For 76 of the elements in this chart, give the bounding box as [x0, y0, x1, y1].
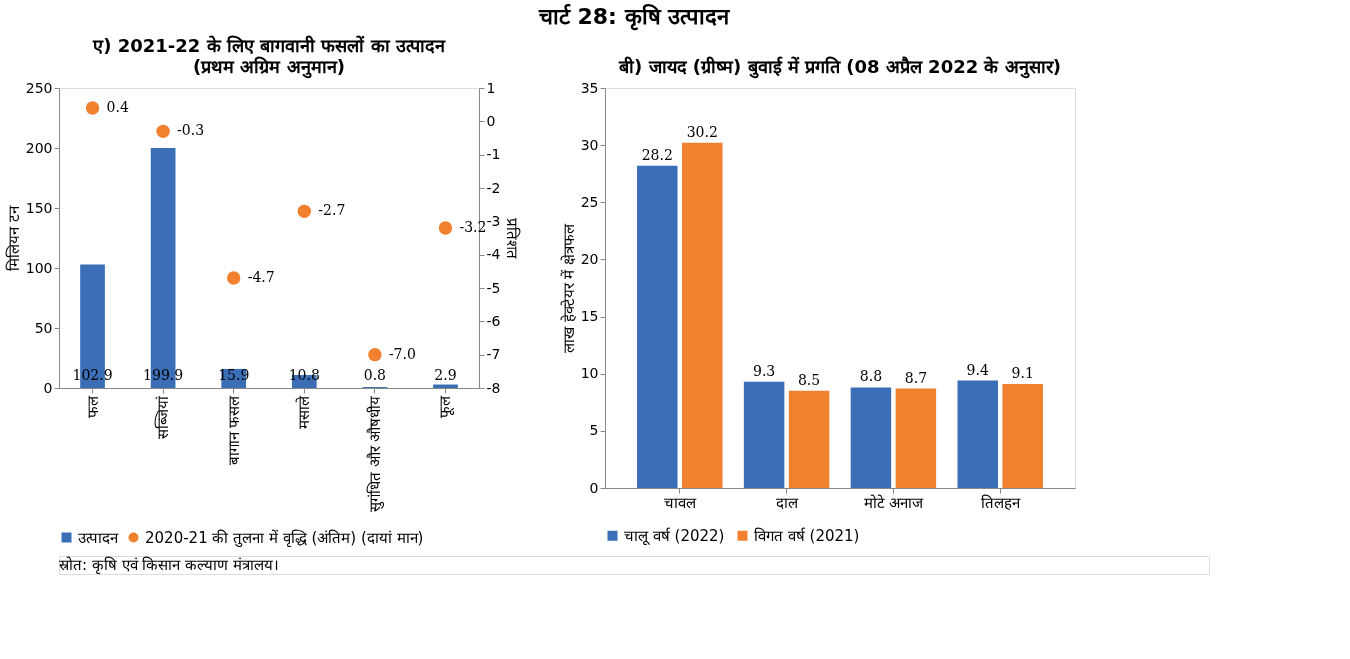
y-tick-label: 15 — [580, 308, 599, 325]
y-tick-label: 200 — [25, 139, 53, 156]
x-tick-label: फल — [83, 394, 102, 418]
x-tick-label: बागान फसल — [224, 394, 243, 466]
data-label: 30.2 — [686, 123, 718, 140]
y-axis-title: लाख हेक्टेयर में क्षेत्रफल — [559, 222, 578, 354]
legend-label: चालू वर्ष (2022) — [624, 526, 725, 546]
text: स्रोत: कृषि एवं किसान कल्याण मंत्रालय। — [59, 556, 279, 575]
y2-tick-label: -2 — [486, 179, 501, 196]
legend-label: 2020-21 की तुलना में वृद्धि (अंतिम) (दायां मान) — [145, 528, 424, 548]
bar — [1002, 384, 1043, 488]
data-label: -0.3 — [177, 122, 205, 139]
data-label: 0.8 — [363, 367, 387, 383]
legend-label: विगत वर्ष (2021) — [754, 526, 860, 545]
y-tick-label: 150 — [25, 199, 53, 216]
point — [85, 101, 100, 115]
point — [156, 124, 170, 139]
data-label: -4.7 — [247, 269, 275, 285]
bar — [637, 165, 678, 488]
data-label: 9.4 — [966, 361, 989, 378]
x-tick-label: मोटे अनाज — [863, 493, 925, 512]
bar — [895, 388, 937, 488]
y-tick-label: 20 — [580, 250, 599, 267]
data-label: 9.3 — [752, 362, 776, 379]
y2-tick-label: -4 — [486, 246, 501, 263]
data-label: -2.7 — [318, 202, 346, 219]
y-tick-label: 10 — [580, 365, 599, 382]
y-tick-label: 35 — [580, 79, 599, 96]
data-label: 8.7 — [904, 369, 928, 386]
data-label: 8.8 — [859, 368, 883, 385]
point — [227, 271, 241, 285]
data-label: 28.2 — [641, 146, 673, 163]
data-label: 8.5 — [797, 371, 821, 388]
x-tick-label: सुगंधित और औषधीय — [365, 395, 385, 513]
y2-tick-label: -8 — [486, 379, 501, 396]
bar — [743, 381, 785, 488]
data-label: -7.0 — [388, 345, 416, 362]
data-label: -3.2 — [459, 219, 487, 235]
y2-tick-label: -7 — [486, 346, 501, 363]
y2-tick-label: -1 — [486, 146, 501, 163]
legend-label: उत्पादन — [78, 528, 119, 547]
chart-title: ए) 2021-22 के लिए बागवानी फसलों का उत्पादन — [92, 35, 446, 56]
y2-tick-label: -5 — [486, 279, 501, 296]
x-tick-label: दाल — [775, 493, 799, 512]
point — [297, 204, 311, 219]
bar — [788, 390, 830, 488]
y2-tick-label: -6 — [486, 312, 501, 329]
point — [368, 347, 382, 362]
chart-title: बी) जायद (ग्रीष्म) बुवाई में प्रगति (08 अप्रैल 2022 के अनुसार) — [618, 56, 1061, 79]
bar — [957, 380, 998, 488]
y-tick-label: 0 — [589, 479, 599, 496]
x-tick-label: तिलहन — [980, 493, 1021, 512]
y-tick-label: 5 — [589, 422, 599, 439]
y-tick-label: 0 — [43, 379, 53, 396]
y2-tick-label: -3 — [486, 212, 501, 229]
y2-axis-title: प्रतिशत — [503, 218, 522, 259]
x-tick-label: मसाले — [295, 394, 314, 429]
y-tick-label: 250 — [25, 79, 53, 96]
y-tick-label: 100 — [25, 259, 53, 276]
y-tick-label: 25 — [580, 193, 599, 210]
y-tick-label: 30 — [580, 136, 599, 153]
chart-subtitle: (प्रथम अग्रिम अनुमान) — [193, 56, 345, 79]
y-tick-label: 50 — [34, 319, 53, 336]
text: चार्ट 28: कृषि उत्पादन — [537, 3, 731, 31]
data-label: 9.1 — [1011, 365, 1034, 381]
y2-tick-label: 0 — [486, 112, 496, 129]
point — [438, 221, 453, 235]
x-tick-label: सब्जियां — [154, 394, 173, 439]
bar — [682, 142, 723, 488]
bar — [850, 387, 892, 488]
x-tick-label: चावल — [663, 493, 697, 512]
data-label: 0.4 — [106, 99, 129, 115]
y-axis-title: मिलियन टन — [4, 205, 23, 271]
x-tick-label: फूल — [436, 394, 456, 418]
y2-tick-label: 1 — [486, 79, 496, 96]
data-label: 2.9 — [434, 367, 457, 383]
